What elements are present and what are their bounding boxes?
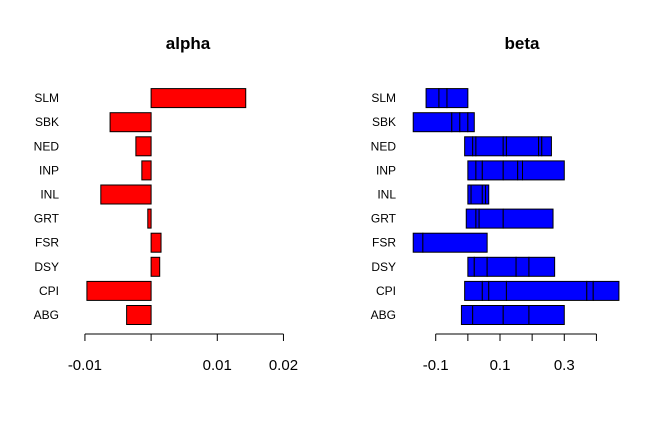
beta-bar-segment-inl	[470, 184, 483, 205]
beta-category-label: ABG	[371, 308, 396, 322]
beta-bar-segment-cpi	[592, 280, 620, 301]
alpha-category-labels: ABG CPI DSY FSR GRT INL INP NED SBK SLM	[34, 91, 60, 322]
beta-category-label: FSR	[372, 236, 396, 250]
beta-bar-segment-dsy	[486, 256, 517, 277]
beta-bar-segment-ned	[464, 136, 474, 157]
beta-bar-segment-slm	[438, 88, 448, 109]
beta-bar-segment-cpi	[505, 280, 588, 301]
alpha-tick-label: 0.01	[203, 357, 232, 374]
beta-bar-segment-inp	[467, 160, 477, 181]
beta-bar-segment-inp	[475, 160, 483, 181]
beta-bar-segment-inp	[517, 160, 524, 181]
beta-bar-segment-inp	[522, 160, 565, 181]
beta-bar-segment-dsy	[467, 256, 475, 277]
beta-bar-segment-inp	[481, 160, 504, 181]
alpha-category-label: DSY	[34, 260, 59, 274]
beta-bar-segment-inp	[502, 160, 519, 181]
alpha-category-label: INP	[39, 163, 59, 177]
beta-bar-segment-cpi	[481, 280, 490, 301]
beta-category-label: NED	[371, 139, 397, 153]
alpha-category-label: INL	[40, 188, 59, 202]
alpha-title: alpha	[166, 34, 211, 53]
beta-bar-segment-sbk	[459, 112, 469, 133]
alpha-x-axis: -0.01 0.01 0.02	[68, 333, 298, 374]
beta-bars	[412, 88, 620, 325]
alpha-category-label: ABG	[34, 308, 59, 322]
beta-bar-segment-cpi	[586, 280, 594, 301]
alpha-category-label: NED	[34, 139, 60, 153]
alpha-category-label: GRT	[34, 212, 60, 226]
alpha-tick-label: -0.01	[68, 357, 102, 374]
beta-bar-segment-grt	[465, 208, 477, 229]
alpha-bar-dsy	[150, 256, 161, 277]
beta-x-axis: -0.1 0.1 0.3	[423, 333, 597, 374]
alpha-tick-label: 0.02	[269, 357, 298, 374]
beta-bar-segment-ned	[475, 136, 504, 157]
beta-title: beta	[505, 34, 541, 53]
beta-bar-segment-slm	[446, 88, 469, 109]
beta-bar-segment-grt	[478, 208, 504, 229]
alpha-category-label: CPI	[39, 284, 59, 298]
alpha-bar-slm	[150, 88, 247, 109]
beta-bar-segment-abg	[528, 305, 565, 325]
beta-bar-segment-cpi	[488, 280, 507, 301]
beta-category-label: GRT	[371, 212, 397, 226]
alpha-bars	[86, 88, 247, 325]
alpha-bar-grt	[147, 208, 152, 229]
alpha-bar-cpi	[86, 280, 152, 301]
alpha-category-label: SLM	[34, 91, 59, 105]
alpha-category-label: SBK	[35, 115, 59, 129]
beta-bar-segment-dsy	[528, 256, 556, 277]
alpha-bar-inl	[100, 184, 152, 205]
alpha-bar-fsr	[150, 232, 162, 253]
beta-bar-segment-sbk	[412, 112, 453, 133]
alpha-bar-inp	[141, 160, 152, 181]
beta-category-label: INL	[377, 188, 396, 202]
alpha-bar-abg	[126, 305, 152, 325]
beta-bar-segment-abg	[502, 305, 530, 325]
alpha-bar-sbk	[109, 112, 152, 133]
beta-category-label: DSY	[371, 260, 396, 274]
beta-category-label: INP	[376, 163, 396, 177]
beta-category-label: CPI	[376, 284, 396, 298]
alpha-bar-ned	[135, 136, 152, 157]
beta-bar-segment-sbk	[467, 112, 475, 133]
alpha-category-label: FSR	[35, 236, 59, 250]
beta-bar-segment-abg	[472, 305, 504, 325]
beta-bar-segment-slm	[425, 88, 440, 109]
beta-category-labels: ABG CPI DSY FSR GRT INL INP NED SBK SLM	[371, 91, 397, 322]
beta-bar-segment-fsr	[422, 232, 488, 253]
beta-category-label: SLM	[371, 91, 396, 105]
alpha-panel: alpha ABG CPI DSY FSR GRT INL INP NED SBK SLM -0.…	[34, 34, 298, 374]
beta-bar-segment-inl	[485, 184, 490, 205]
beta-tick-label: -0.1	[423, 357, 449, 374]
beta-bar-segment-dsy	[473, 256, 488, 277]
beta-bar-segment-abg	[460, 305, 474, 325]
beta-bar-segment-cpi	[464, 280, 483, 301]
beta-bar-segment-sbk	[451, 112, 461, 133]
beta-bar-segment-ned	[541, 136, 552, 157]
beta-category-label: SBK	[372, 115, 396, 129]
beta-bar-segment-dsy	[515, 256, 530, 277]
beta-tick-label: 0.1	[490, 357, 511, 374]
beta-bar-segment-grt	[502, 208, 554, 229]
beta-panel: beta ABG CPI DSY FSR GRT INL INP NED SBK SLM -0.1…	[371, 34, 620, 374]
beta-bar-segment-fsr	[412, 232, 424, 253]
beta-tick-label: 0.3	[554, 357, 575, 374]
beta-bar-segment-ned	[505, 136, 540, 157]
